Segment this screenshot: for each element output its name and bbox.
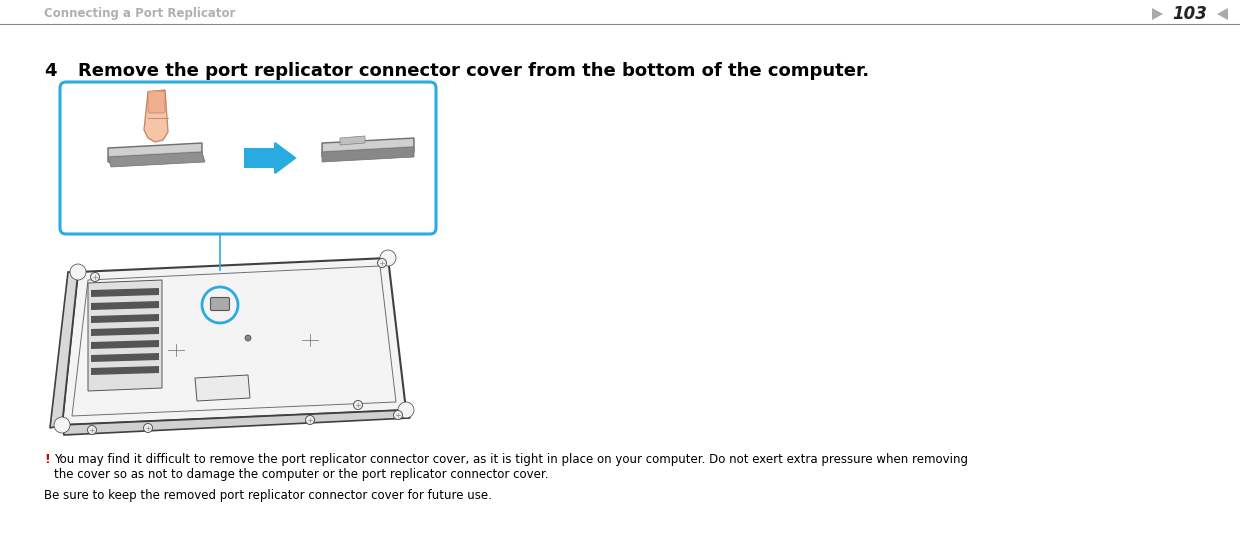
Polygon shape xyxy=(91,327,159,336)
Circle shape xyxy=(305,415,315,424)
Circle shape xyxy=(398,402,414,418)
Polygon shape xyxy=(246,143,295,173)
Polygon shape xyxy=(195,375,250,401)
Circle shape xyxy=(353,400,362,409)
Polygon shape xyxy=(88,280,162,391)
Text: Remove the port replicator connector cover from the bottom of the computer.: Remove the port replicator connector cov… xyxy=(78,62,869,80)
Polygon shape xyxy=(91,340,159,349)
FancyBboxPatch shape xyxy=(211,298,229,310)
Circle shape xyxy=(393,410,403,420)
Text: !: ! xyxy=(43,453,50,466)
Text: You may find it difficult to remove the port replicator connector cover, as it i: You may find it difficult to remove the … xyxy=(55,453,968,466)
Text: 4: 4 xyxy=(43,62,57,80)
FancyBboxPatch shape xyxy=(60,82,436,234)
Polygon shape xyxy=(50,272,78,428)
Text: the cover so as not to damage the computer or the port replicator connector cove: the cover so as not to damage the comput… xyxy=(55,468,548,481)
Polygon shape xyxy=(144,90,167,142)
Circle shape xyxy=(55,417,69,433)
Polygon shape xyxy=(322,139,413,151)
Polygon shape xyxy=(1152,8,1163,20)
Polygon shape xyxy=(108,143,202,162)
Circle shape xyxy=(377,258,387,267)
Polygon shape xyxy=(340,136,365,145)
Text: Connecting a Port Replicator: Connecting a Port Replicator xyxy=(43,6,236,19)
Polygon shape xyxy=(1216,8,1228,20)
Polygon shape xyxy=(62,410,410,435)
Circle shape xyxy=(91,273,99,281)
Circle shape xyxy=(88,426,97,435)
Polygon shape xyxy=(62,258,405,425)
Polygon shape xyxy=(91,288,159,297)
Text: Be sure to keep the removed port replicator connector cover for future use.: Be sure to keep the removed port replica… xyxy=(43,489,492,502)
Polygon shape xyxy=(322,147,414,162)
Polygon shape xyxy=(91,314,159,323)
Polygon shape xyxy=(91,353,159,362)
Polygon shape xyxy=(91,366,159,375)
Polygon shape xyxy=(91,301,159,310)
Circle shape xyxy=(246,335,250,341)
Polygon shape xyxy=(108,152,205,167)
Circle shape xyxy=(69,264,86,280)
FancyBboxPatch shape xyxy=(148,91,165,113)
Text: 103: 103 xyxy=(1173,5,1208,23)
Circle shape xyxy=(379,250,396,266)
Polygon shape xyxy=(322,138,414,157)
Polygon shape xyxy=(109,144,201,156)
Circle shape xyxy=(144,423,153,433)
